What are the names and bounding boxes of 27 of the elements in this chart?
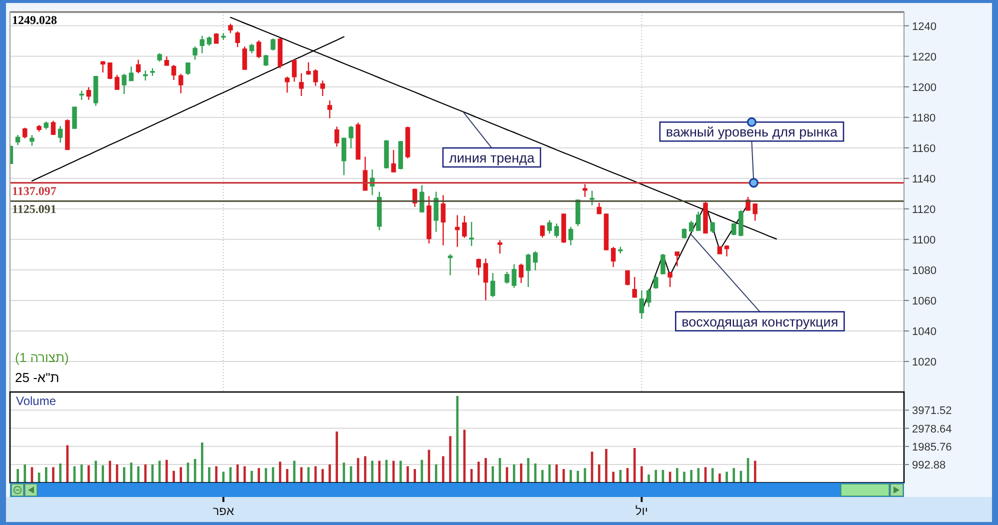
y-tick-label: 1140: [912, 173, 936, 186]
y-tick-label: 1040: [912, 326, 936, 338]
text: (תצורה 1): [15, 350, 69, 365]
annotation: восходящая конструкция: [682, 314, 838, 330]
y-tick-label: 1180: [912, 112, 936, 124]
y-tick-label: 1200: [912, 82, 936, 94]
x-tick-label: אפר: [212, 504, 234, 518]
ref-line-label: 1125.091: [12, 202, 56, 216]
y-tick-label: 1020: [912, 356, 936, 368]
ref-line-label: 1137.097: [12, 184, 56, 198]
y-tick-label: 1100: [912, 234, 936, 246]
y-tick-label: 992.88: [912, 460, 946, 472]
y-tick-label: 1080: [912, 264, 936, 277]
chart-title: Volume: [16, 394, 56, 408]
annotation: важный уровень для рынка: [666, 124, 838, 140]
text: ת"א- 25: [15, 370, 60, 385]
y-tick-label: 1220: [912, 51, 936, 64]
y-tick-label: 2978.64: [912, 423, 952, 436]
y-tick-label: 1120: [912, 204, 936, 216]
y-tick-label: 1060: [912, 295, 936, 308]
annotation: линия тренда: [448, 150, 535, 166]
y-tick-label: 3971.52: [912, 405, 952, 418]
y-tick-label: 1160: [912, 142, 936, 155]
x-tick-label: יול: [635, 504, 648, 518]
ref-line-label: 1249.028: [12, 13, 57, 27]
y-tick-label: 1240: [912, 20, 936, 33]
y-tick-label: 1985.76: [912, 441, 952, 454]
